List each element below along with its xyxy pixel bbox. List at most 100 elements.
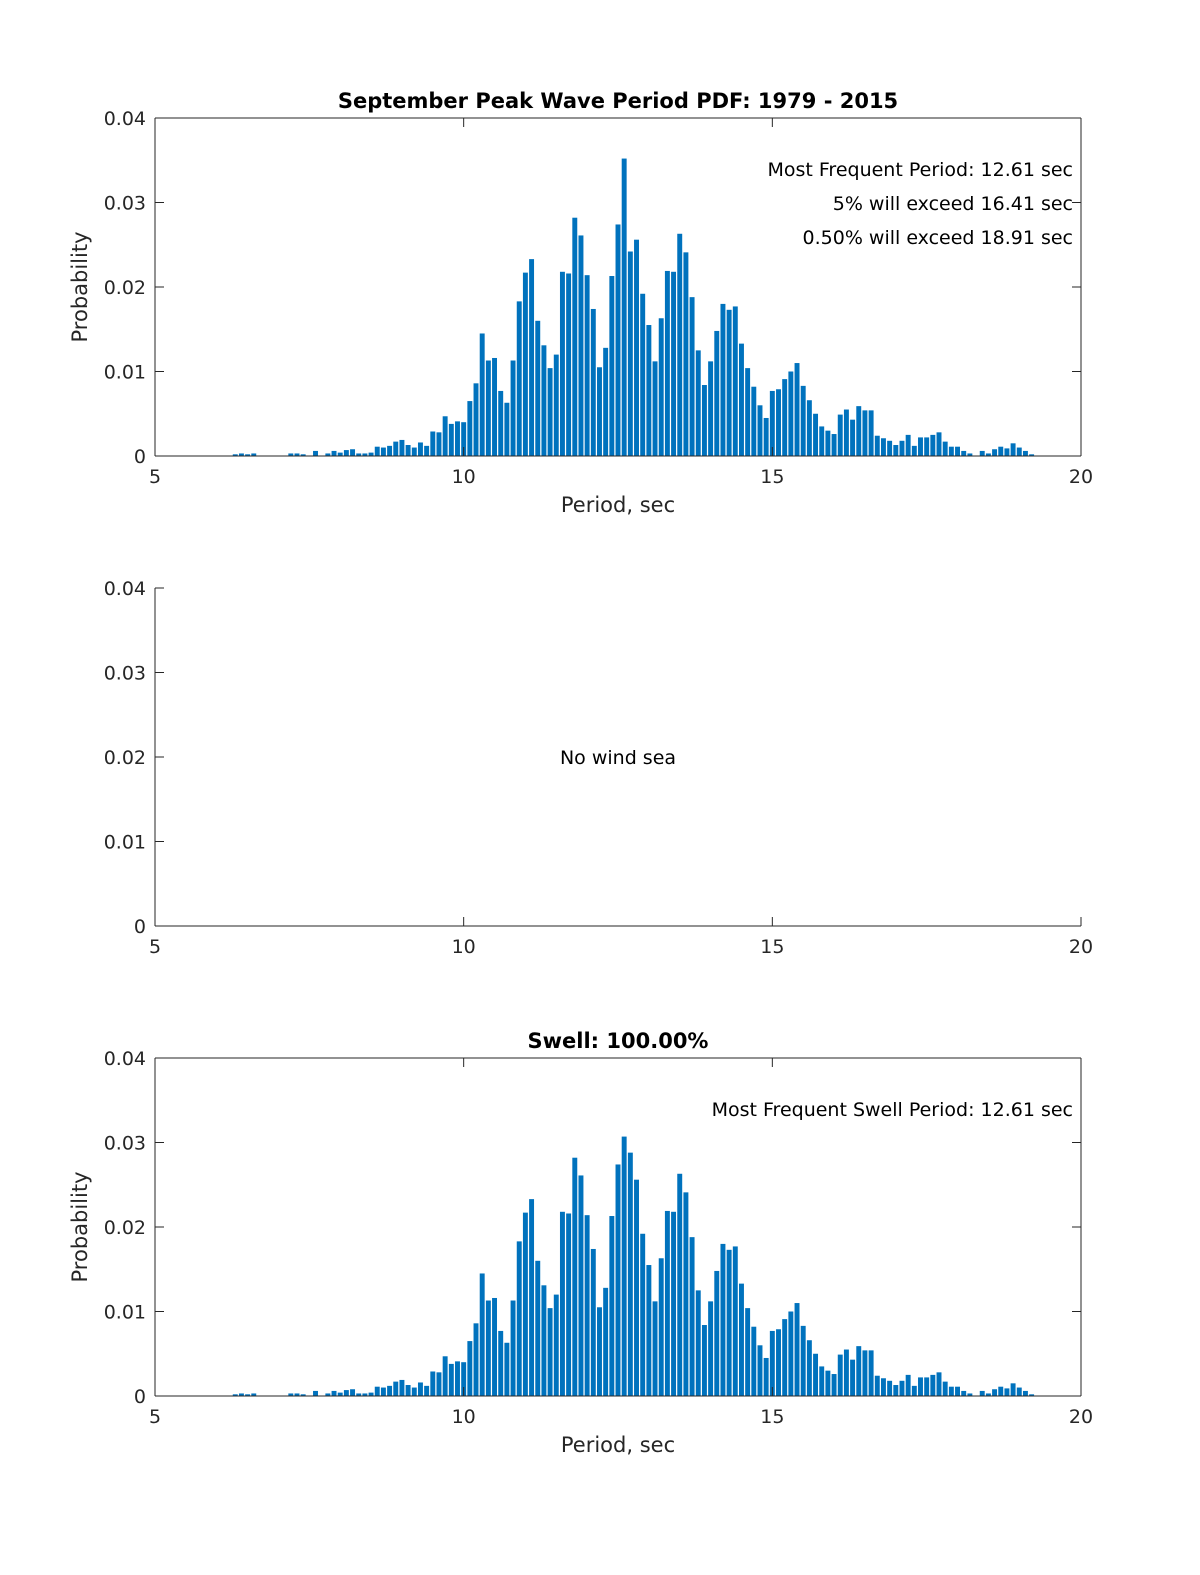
annotation-most-frequent-swell-period: Most Frequent Swell Period: 12.61 sec	[712, 1099, 1073, 1121]
bar	[584, 275, 590, 456]
bar	[603, 1287, 609, 1396]
bar	[245, 1394, 251, 1396]
bar	[627, 1152, 633, 1396]
bar	[745, 368, 751, 456]
panel-swell: Swell: 100.00% 5 10 15 2000.010.020.030.04 …	[68, 1029, 1093, 1457]
bar	[671, 1211, 677, 1396]
bar	[813, 413, 819, 456]
panel-wind-sea: 5 10 15 20 0 0.01 0.02 0.03 0.04 No wind sea	[104, 578, 1093, 958]
y-tick-label: 0.04	[104, 578, 146, 600]
bar	[837, 414, 843, 456]
bar	[992, 1389, 998, 1396]
bar	[411, 447, 417, 456]
bar	[461, 1362, 467, 1396]
bar	[794, 363, 800, 456]
bar	[979, 1390, 985, 1396]
bar	[745, 1308, 751, 1396]
chart-title: September Peak Wave Period PDF: 1979 - 2…	[338, 89, 898, 113]
bar	[874, 1375, 880, 1396]
bar	[572, 217, 578, 456]
panel-period-pdf: September Peak Wave Period PDF: 1979 - 2…	[68, 89, 1093, 517]
bar	[535, 1260, 541, 1396]
bar	[689, 297, 695, 456]
bar	[862, 410, 868, 456]
bar	[800, 385, 806, 456]
bar	[590, 1248, 596, 1396]
bar	[368, 452, 374, 456]
bar	[640, 293, 646, 456]
bar	[288, 453, 294, 456]
bar	[806, 400, 812, 456]
bar	[677, 233, 683, 456]
bar	[850, 1359, 856, 1396]
bar	[627, 251, 633, 456]
bar	[529, 259, 535, 456]
bar	[1010, 1383, 1016, 1396]
bar	[955, 446, 960, 456]
bar	[868, 1350, 874, 1396]
bar	[455, 1361, 460, 1396]
bar	[504, 1342, 510, 1396]
bar	[516, 1241, 522, 1396]
bar	[967, 453, 973, 456]
bar	[405, 1385, 411, 1396]
y-tick-label: 0.03	[104, 663, 146, 685]
annotation-0.5pct-exceed: 0.50% will exceed 18.91 sec	[803, 227, 1073, 249]
bar	[776, 1329, 781, 1396]
y-tick-label: 0.02	[104, 277, 146, 299]
bar	[930, 1374, 936, 1397]
bar	[701, 385, 707, 456]
y-tick-label: 0.04	[104, 108, 146, 130]
bar	[893, 1385, 899, 1396]
bar	[825, 430, 831, 456]
bar	[559, 1211, 565, 1396]
y-tick-label: 0.04	[104, 1048, 146, 1070]
bar	[967, 1393, 973, 1396]
bar	[769, 1330, 775, 1396]
bar	[652, 1301, 658, 1396]
bar	[646, 325, 652, 456]
bar	[424, 1385, 430, 1396]
bar	[1022, 450, 1028, 456]
bar	[313, 1390, 318, 1396]
y-axis-label: Probability	[68, 231, 92, 342]
bar	[492, 357, 497, 456]
bar	[559, 271, 565, 456]
bar	[782, 1319, 788, 1396]
bar	[689, 1237, 695, 1396]
bar	[374, 1386, 380, 1396]
bar	[955, 1386, 960, 1396]
bar	[708, 1301, 714, 1396]
bar	[300, 454, 306, 456]
annotation-no-wind-sea: No wind sea	[560, 747, 676, 769]
bar	[547, 1308, 553, 1396]
bar	[504, 402, 510, 456]
bar	[1022, 1390, 1028, 1396]
bar	[566, 273, 572, 456]
bar	[985, 1393, 991, 1396]
y-axis-label: Probability	[68, 1171, 92, 1282]
bar	[615, 224, 621, 456]
x-tick-label: 15	[760, 1406, 784, 1428]
bar	[664, 270, 670, 456]
bar	[448, 423, 454, 456]
bar	[677, 1173, 683, 1396]
bar	[843, 1349, 849, 1396]
bar	[695, 350, 701, 457]
bar	[899, 440, 905, 456]
y-tick-label: 0	[134, 446, 146, 468]
axes: 5 10 15 20 0 0.01 0.02 0.03 0.04	[104, 108, 1093, 488]
bar	[584, 1215, 590, 1396]
bar	[979, 450, 985, 456]
bar	[578, 1175, 584, 1396]
bar	[769, 390, 775, 456]
bar	[726, 1249, 732, 1396]
bar	[448, 1363, 454, 1396]
bar	[930, 434, 936, 457]
bar	[701, 1325, 707, 1396]
x-tick-label: 10	[452, 1406, 476, 1428]
bar	[572, 1157, 578, 1396]
bar	[763, 1357, 769, 1396]
bar	[615, 1164, 621, 1396]
